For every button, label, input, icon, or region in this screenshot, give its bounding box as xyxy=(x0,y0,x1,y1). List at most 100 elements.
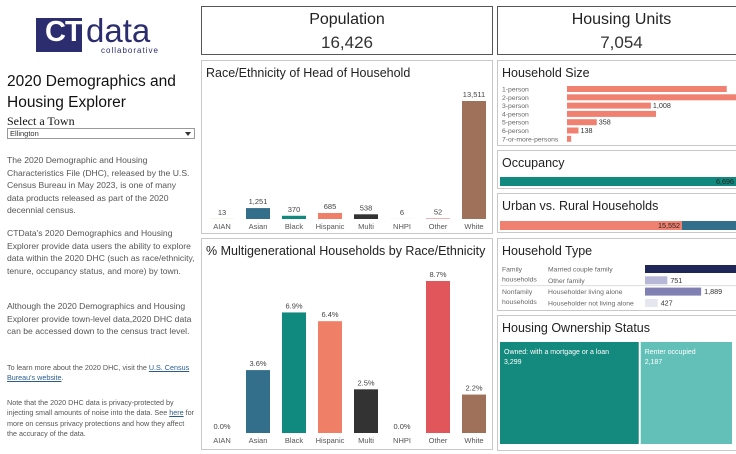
text: Note that the 2020 DHC data is privacy-p… xyxy=(7,398,174,418)
bar xyxy=(645,298,658,307)
kpi-label: Population xyxy=(309,11,385,28)
data-label: 6 xyxy=(400,208,404,217)
x-tick-label: NHPI xyxy=(393,222,411,231)
bar xyxy=(645,287,702,296)
x-tick-label: Hispanic xyxy=(316,222,345,231)
bar xyxy=(246,208,270,219)
group-label-line: Nonfamily xyxy=(502,289,533,296)
logo-mark: CT xyxy=(45,16,83,48)
panel-title: Housing Ownership Status xyxy=(502,321,650,335)
kpi-value: 16,426 xyxy=(321,33,373,52)
data-label: 1,889 xyxy=(704,287,722,296)
panel-title: Race/Ethnicity of Head of Household xyxy=(206,66,411,80)
bar xyxy=(567,119,597,126)
data-label: 13 xyxy=(218,208,226,217)
bar xyxy=(426,281,450,433)
group-label-line: households xyxy=(502,299,537,306)
bar xyxy=(282,215,306,219)
race-panel: Race/Ethnicity of Head of Household 13 AIA… xyxy=(201,60,493,234)
paragraph: CTData's 2020 Demographics and Housing E… xyxy=(7,228,195,276)
x-tick-label: AIAN xyxy=(213,222,231,231)
group-label: Nonfamily households xyxy=(502,289,537,306)
text: . xyxy=(61,373,64,383)
chart: Family households Married couple family Oth… xyxy=(500,265,736,307)
dropdown-arrow xyxy=(185,132,191,136)
selected-town: Ellington xyxy=(10,129,39,138)
x-tick-label: NHPI xyxy=(393,436,411,445)
data-label: 0.0% xyxy=(213,422,230,431)
paragraph: The 2020 Demographic and Housing Charact… xyxy=(7,155,190,216)
x-tick-label: Black xyxy=(285,222,304,231)
cell-name: Owned: with a mortgage or a loan xyxy=(504,349,609,356)
bar xyxy=(318,213,342,219)
x-tick-label: AIAN xyxy=(213,436,231,445)
logo-word: data xyxy=(86,12,151,49)
data-label: 2.5% xyxy=(357,378,374,387)
data-label: 427 xyxy=(661,298,673,307)
data-label: 0.0% xyxy=(393,422,410,431)
chart: 0.0% AIAN 3.6% Asian 6.9% Black 6.4% Hispanic 2.… xyxy=(213,270,486,445)
bar xyxy=(567,86,727,92)
x-tick-label: Asian xyxy=(249,436,268,445)
x-tick-label: White xyxy=(464,436,483,445)
panel-title: Household Type xyxy=(502,244,593,258)
row-label: 6-person xyxy=(502,128,529,135)
group-label: Family households xyxy=(502,267,537,284)
text: for more on census privacy protections a… xyxy=(7,408,194,439)
data-label: 52 xyxy=(434,208,442,217)
bar xyxy=(567,110,657,117)
data-label: 3.6% xyxy=(249,359,266,368)
row-label: 3-person xyxy=(502,103,529,110)
bar xyxy=(246,370,270,433)
chart: 6,696 xyxy=(500,177,736,186)
bar xyxy=(462,394,486,433)
privacy-link[interactable]: here xyxy=(169,408,184,418)
x-tick-label: Other xyxy=(429,436,448,445)
row-label: Householder not living alone xyxy=(548,300,634,307)
x-tick-label: Multi xyxy=(358,222,374,231)
census-link[interactable]: U.S. Census Bureau's website xyxy=(7,363,190,383)
data-label: 15,552 xyxy=(658,221,680,230)
kpi-value: 7,054 xyxy=(600,33,643,52)
occupancy-panel: Occupancy 6,696 xyxy=(497,150,736,189)
data-label: 2.2% xyxy=(465,384,482,393)
panel-title: % Multigenerational Households by Race/E… xyxy=(206,244,486,258)
x-tick-label: Hispanic xyxy=(316,436,345,445)
data-label: 6.4% xyxy=(321,310,338,319)
x-tick-label: Multi xyxy=(358,436,374,445)
ownership-panel: Housing Ownership Status Owned: with a mo… xyxy=(497,315,736,451)
learn-more: To learn more about the 2020 DHC, visit … xyxy=(7,363,195,384)
bar xyxy=(282,312,306,433)
bar xyxy=(567,94,736,101)
data-label: 138 xyxy=(580,126,592,135)
bar xyxy=(645,276,668,285)
logo-tagline: collaborative xyxy=(101,46,159,55)
row-label: 2-person xyxy=(502,95,529,102)
x-tick-label: White xyxy=(464,222,483,231)
data-label: 370 xyxy=(288,205,301,214)
data-label: 1,251 xyxy=(249,197,268,206)
kpi-label: Housing Units xyxy=(571,11,672,28)
x-tick-label: Other xyxy=(429,222,448,231)
chart: Owned: with a mortgage or a loan 3,299 Ren… xyxy=(500,342,732,444)
bar xyxy=(567,102,651,109)
data-label: 358 xyxy=(599,118,611,127)
app-title: 2020 Demographics and Housing Explorer xyxy=(7,73,176,111)
kpi-card: Population 16,426 xyxy=(201,6,493,55)
logo-block xyxy=(36,18,82,52)
data-label: 538 xyxy=(360,203,373,212)
cell-value: 2,187 xyxy=(645,359,663,366)
row-label: 7-or-more-persons xyxy=(502,136,559,143)
data-label: 6,696 xyxy=(716,177,734,186)
household-type-panel: Household Type Family households Married co… xyxy=(497,238,736,311)
x-tick-label: Asian xyxy=(249,222,268,231)
bar xyxy=(354,214,378,219)
urban-rural-panel: Urban vs. Rural Households 15,5527,980 xyxy=(497,193,736,233)
bar xyxy=(567,135,572,142)
town-dropdown[interactable]: Ellington xyxy=(7,128,195,139)
text: To learn more about the 2020 DHC, visit … xyxy=(7,363,149,372)
row-label: 5-person xyxy=(502,120,529,127)
cell-name: Renter occupied xyxy=(645,349,696,356)
